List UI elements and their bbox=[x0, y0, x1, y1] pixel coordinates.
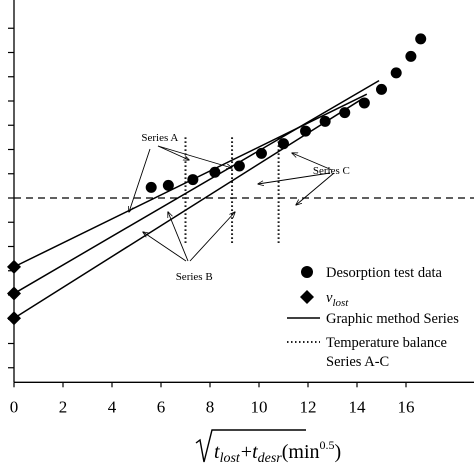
x-axis-label-radical bbox=[195, 429, 306, 463]
desorption-data-point bbox=[319, 115, 331, 127]
x-axis-label-unit-close: ) bbox=[335, 441, 342, 463]
vlost-data-point bbox=[7, 286, 21, 301]
data-points bbox=[7, 33, 427, 326]
x-axis-label-unit-exponent: 0.5 bbox=[320, 438, 335, 452]
desorption-data-point bbox=[358, 97, 370, 109]
graphic-method-line bbox=[13, 79, 380, 295]
x-tick-label: 4 bbox=[108, 397, 117, 416]
x-axis-label-text: tlost+tdesr(min0.5) bbox=[214, 438, 341, 466]
x-axis-label: tlost+tdesr(min0.5) bbox=[195, 429, 341, 466]
legend-label-graphic: Graphic method Series bbox=[326, 311, 459, 327]
desorption-data-point bbox=[255, 147, 267, 159]
balance-lines bbox=[184, 137, 280, 245]
x-tick-label: 10 bbox=[251, 397, 268, 416]
desorption-data-point bbox=[300, 125, 312, 137]
annotation-arrow bbox=[296, 172, 335, 205]
desorption-data-point bbox=[278, 138, 289, 150]
annotation-arrow bbox=[157, 145, 232, 168]
desorption-data-point bbox=[233, 160, 245, 172]
desorption-data-point bbox=[415, 33, 427, 45]
x-axis-label-plus: + bbox=[241, 441, 252, 463]
legend-circle-marker bbox=[301, 266, 313, 278]
x-axis-label-sub1: lost bbox=[220, 451, 241, 466]
desorption-data-point bbox=[339, 107, 351, 119]
annotation-arrow bbox=[292, 153, 333, 171]
x-tick-label: 16 bbox=[398, 397, 415, 416]
x-tick-label: 8 bbox=[206, 397, 215, 416]
desorption-data-point bbox=[209, 166, 221, 178]
annotation-arrow bbox=[157, 145, 189, 160]
annotation-arrow bbox=[129, 148, 151, 212]
annotation-arrow bbox=[168, 212, 189, 262]
axes bbox=[8, 0, 474, 388]
legend-label-desorption: Desorption test data bbox=[326, 265, 443, 281]
x-tick-label: 0 bbox=[10, 397, 19, 416]
x-tick-label: 6 bbox=[157, 397, 166, 416]
annotation-arrow bbox=[189, 212, 235, 262]
legend-label-vlost-sub: lost bbox=[332, 297, 349, 309]
annotation-arrow bbox=[258, 172, 331, 184]
x-tick-labels: 0 2 4 6 8 10 12 14 16 bbox=[10, 397, 415, 416]
legend-diamond-marker bbox=[300, 290, 314, 304]
desorption-data-point bbox=[390, 67, 402, 79]
legend: Desorption test data vlost Graphic metho… bbox=[287, 265, 459, 370]
x-tick-label: 14 bbox=[349, 397, 367, 416]
legend-label-vlost: vlost bbox=[326, 290, 349, 309]
desorption-data-point bbox=[162, 179, 174, 191]
legend-label-temperature: Temperature balance bbox=[326, 335, 447, 351]
legend-label-temperature-line2: Series A-C bbox=[326, 354, 389, 370]
x-axis-label-sub2: desr bbox=[258, 451, 283, 466]
vlost-data-point bbox=[7, 259, 21, 274]
legend-label-vlost-base: v bbox=[326, 290, 333, 306]
x-axis-label-var2: t bbox=[252, 441, 258, 463]
desorption-data-point bbox=[376, 83, 387, 95]
annotation-label: Series B bbox=[176, 271, 213, 283]
annotation-label: Series A bbox=[141, 132, 178, 144]
x-axis-label-var1: t bbox=[214, 441, 220, 463]
desorption-data-point bbox=[405, 50, 417, 62]
x-tick-label: 2 bbox=[59, 397, 68, 416]
vlost-data-point bbox=[7, 311, 21, 326]
x-tick-label: 12 bbox=[300, 397, 317, 416]
desorption-data-point bbox=[187, 174, 199, 186]
desorption-data-point bbox=[145, 181, 157, 193]
annotation-arrow bbox=[143, 232, 187, 262]
x-axis-label-unit: (min bbox=[282, 441, 320, 463]
